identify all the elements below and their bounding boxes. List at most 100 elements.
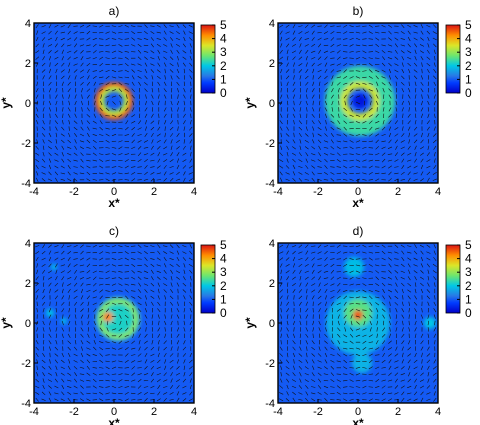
vector-arrow bbox=[369, 327, 372, 332]
vector-arrow bbox=[143, 373, 149, 376]
vector-arrow bbox=[144, 308, 148, 313]
vector-arrow bbox=[60, 31, 66, 34]
vector-arrow bbox=[330, 166, 335, 168]
vector-arrow bbox=[286, 333, 289, 338]
vector-arrow bbox=[182, 165, 187, 169]
vector-arrow bbox=[330, 290, 335, 292]
vector-arrow bbox=[432, 31, 437, 34]
vector-arrow bbox=[420, 178, 424, 182]
vector-arrow bbox=[41, 263, 46, 267]
vector-arrow bbox=[73, 245, 78, 248]
vector-arrow bbox=[170, 100, 173, 106]
vector-arrow bbox=[176, 133, 180, 137]
vector-arrow bbox=[42, 244, 46, 249]
vector-arrow bbox=[375, 113, 379, 118]
vector-arrow bbox=[432, 270, 437, 274]
vector-arrow bbox=[118, 373, 123, 376]
vector-arrow bbox=[330, 283, 335, 286]
vector-arrow bbox=[305, 359, 309, 364]
vector-arrow bbox=[87, 126, 90, 131]
vector-arrow bbox=[368, 82, 373, 85]
vector-arrow bbox=[304, 373, 309, 376]
vector-arrow bbox=[395, 308, 398, 313]
vector-arrow bbox=[48, 30, 52, 35]
vector-arrow bbox=[92, 25, 98, 27]
vector-arrow bbox=[375, 153, 380, 156]
vector-arrow bbox=[318, 81, 321, 87]
field-blob-5 bbox=[424, 317, 436, 329]
vector-arrow bbox=[355, 328, 361, 331]
vector-arrow bbox=[99, 308, 104, 312]
vector-arrow bbox=[131, 31, 136, 35]
vector-arrow bbox=[413, 301, 418, 306]
vector-arrow bbox=[105, 140, 110, 143]
vector-arrow bbox=[87, 301, 90, 307]
vector-arrow bbox=[304, 38, 309, 40]
vector-arrow bbox=[79, 76, 85, 79]
vector-arrow bbox=[170, 37, 174, 41]
vector-arrow bbox=[408, 139, 411, 144]
vector-arrow bbox=[349, 76, 354, 79]
vector-arrow bbox=[293, 75, 295, 80]
vector-arrow bbox=[163, 263, 167, 268]
field-blob-2 bbox=[353, 94, 367, 108]
vector-arrow bbox=[60, 69, 65, 73]
vector-arrow bbox=[375, 121, 380, 124]
vector-arrow bbox=[41, 366, 46, 370]
vector-arrow bbox=[298, 31, 303, 35]
vector-arrow bbox=[368, 257, 373, 261]
vector-arrow bbox=[150, 132, 154, 138]
vector-arrow bbox=[137, 56, 142, 60]
vector-arrow bbox=[131, 120, 136, 124]
vector-arrow bbox=[426, 398, 431, 401]
vector-arrow bbox=[60, 139, 65, 144]
vector-arrow bbox=[47, 37, 53, 41]
y-tick-label: 0 bbox=[269, 98, 275, 110]
vector-arrow bbox=[407, 378, 411, 383]
vector-arrow bbox=[349, 347, 354, 350]
vector-arrow bbox=[68, 68, 71, 74]
vector-arrow bbox=[279, 165, 284, 169]
vector-arrow bbox=[400, 140, 405, 143]
vector-arrow bbox=[92, 270, 97, 274]
vector-arrow bbox=[80, 352, 84, 358]
vector-arrow bbox=[182, 378, 187, 383]
vector-arrow bbox=[111, 159, 117, 162]
vector-arrow bbox=[434, 113, 436, 119]
vector-arrow bbox=[407, 152, 412, 156]
vector-arrow bbox=[189, 378, 192, 383]
vector-arrow bbox=[99, 120, 103, 125]
vector-arrow bbox=[74, 314, 77, 319]
vector-arrow bbox=[350, 100, 353, 106]
vector-arrow bbox=[157, 100, 160, 106]
vector-arrow bbox=[368, 172, 373, 175]
vector-arrow bbox=[342, 159, 348, 162]
vector-arrow bbox=[80, 314, 84, 319]
vector-arrow bbox=[407, 62, 412, 67]
vector-arrow bbox=[61, 56, 64, 61]
vector-arrow bbox=[318, 107, 321, 112]
colorbar-tick-label: 1 bbox=[465, 72, 472, 86]
vector-arrow bbox=[61, 49, 64, 54]
vector-arrow bbox=[164, 295, 167, 300]
vector-arrow bbox=[36, 263, 39, 268]
vector-arrow bbox=[311, 398, 316, 402]
vector-arrow bbox=[190, 288, 192, 294]
vector-arrow bbox=[317, 264, 322, 267]
vector-arrow bbox=[183, 365, 186, 371]
vector-arrow bbox=[298, 63, 303, 67]
vector-arrow bbox=[408, 307, 410, 313]
vector-arrow bbox=[111, 283, 117, 286]
vector-arrow bbox=[157, 333, 161, 338]
vector-arrow bbox=[324, 68, 328, 74]
vector-arrow bbox=[355, 147, 361, 149]
vector-arrow bbox=[407, 36, 411, 42]
vector-arrow bbox=[355, 347, 361, 350]
vector-arrow bbox=[420, 346, 424, 351]
vector-arrow bbox=[298, 392, 303, 395]
vector-arrow bbox=[98, 31, 104, 34]
vector-arrow bbox=[394, 49, 398, 54]
vector-arrow bbox=[414, 352, 417, 358]
vector-arrow bbox=[61, 352, 64, 358]
vector-arrow bbox=[420, 314, 424, 319]
